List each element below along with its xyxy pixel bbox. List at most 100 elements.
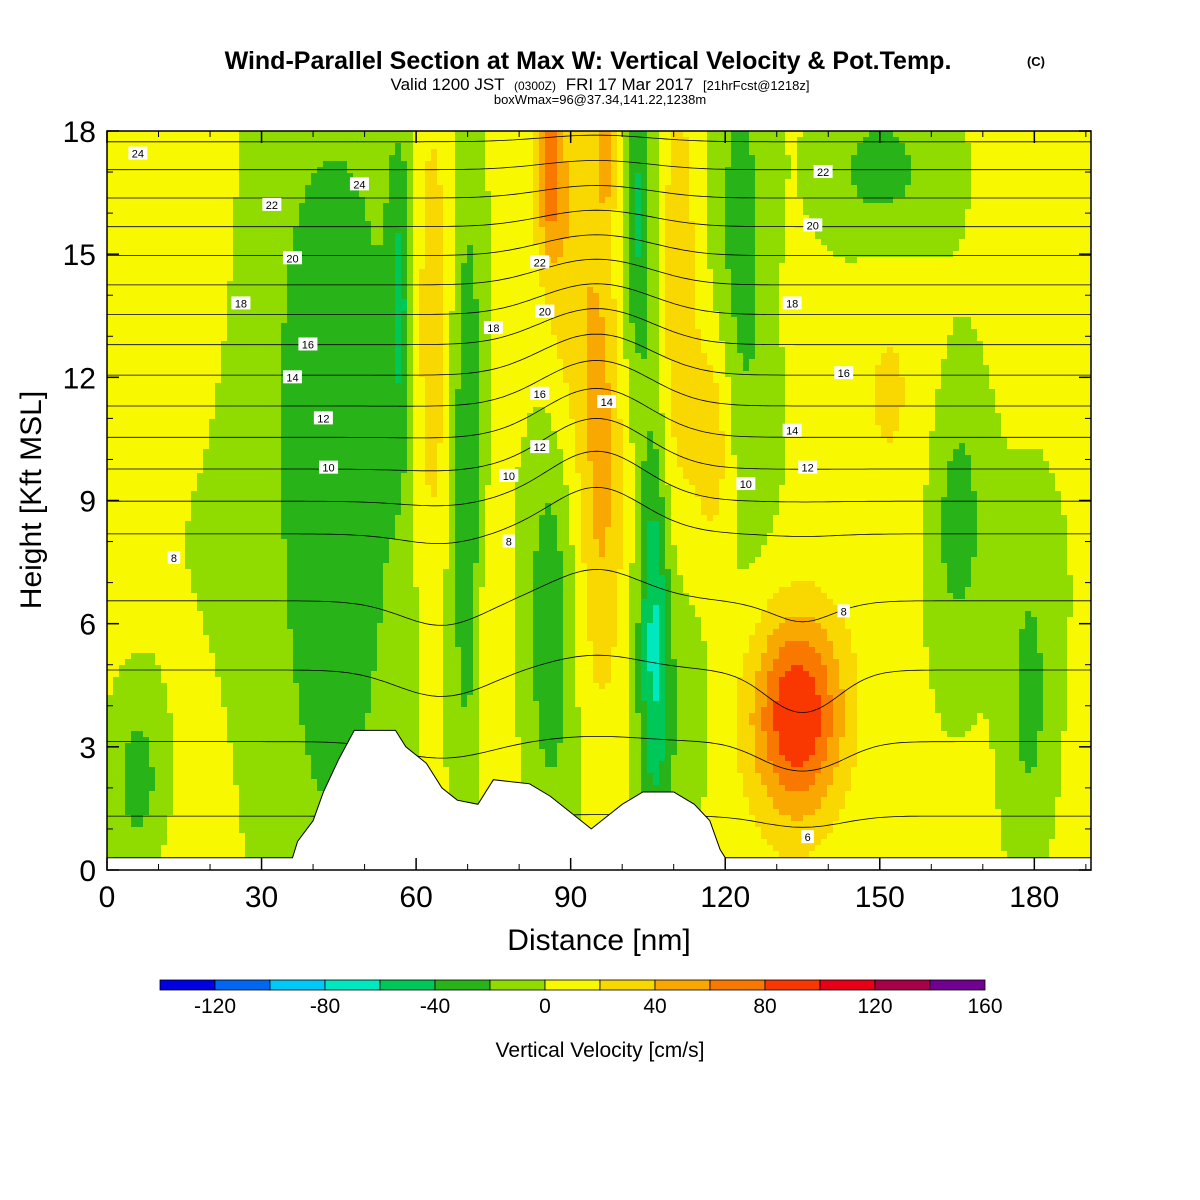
w-cell xyxy=(353,203,360,210)
w-cell xyxy=(353,191,360,198)
w-cell xyxy=(1025,293,1032,300)
w-cell xyxy=(563,155,570,162)
w-cell xyxy=(755,185,762,192)
w-cell xyxy=(1031,263,1038,270)
w-cell xyxy=(245,143,252,150)
w-cell xyxy=(113,257,120,264)
w-cell xyxy=(179,221,186,228)
w-cell xyxy=(1031,185,1038,192)
w-cell xyxy=(839,155,846,162)
w-cell xyxy=(119,209,126,216)
w-cell xyxy=(413,233,420,240)
w-cell xyxy=(629,137,636,144)
w-cell xyxy=(617,155,624,162)
w-cell xyxy=(365,233,372,240)
w-cell xyxy=(1031,287,1038,294)
w-cell xyxy=(1001,131,1008,138)
w-cell xyxy=(839,293,846,300)
w-cell xyxy=(335,137,342,144)
w-cell xyxy=(197,149,204,156)
w-cell xyxy=(419,305,426,312)
w-cell xyxy=(923,221,930,228)
w-cell xyxy=(137,131,144,138)
w-cell xyxy=(683,269,690,276)
w-cell xyxy=(509,185,516,192)
w-cell xyxy=(401,221,408,228)
w-cell xyxy=(443,275,450,282)
w-cell xyxy=(839,167,846,174)
w-cell xyxy=(329,299,336,306)
w-cell xyxy=(575,221,582,228)
w-cell xyxy=(833,137,840,144)
w-cell xyxy=(521,185,528,192)
w-cell xyxy=(155,197,162,204)
w-cell xyxy=(209,155,216,162)
w-cell xyxy=(419,281,426,288)
w-cell xyxy=(797,161,804,168)
w-cell xyxy=(533,275,540,282)
w-cell xyxy=(263,281,270,288)
w-cell xyxy=(881,179,888,186)
w-cell xyxy=(1049,239,1056,246)
w-cell xyxy=(749,269,756,276)
w-cell xyxy=(191,161,198,168)
w-cell xyxy=(683,173,690,180)
w-cell xyxy=(413,185,420,192)
w-cell xyxy=(563,137,570,144)
w-cell xyxy=(581,179,588,186)
w-cell xyxy=(1055,227,1062,234)
w-cell xyxy=(977,257,984,264)
w-cell xyxy=(1085,179,1091,186)
w-cell xyxy=(485,245,492,252)
w-cell xyxy=(797,209,804,216)
w-cell xyxy=(527,191,534,198)
w-cell xyxy=(413,281,420,288)
w-cell xyxy=(719,239,726,246)
w-cell xyxy=(803,197,810,204)
w-cell xyxy=(311,209,318,216)
w-cell xyxy=(191,143,198,150)
w-cell xyxy=(1025,155,1032,162)
w-cell xyxy=(437,203,444,210)
w-cell xyxy=(683,221,690,228)
w-cell xyxy=(887,179,894,186)
w-cell xyxy=(539,227,546,234)
w-cell xyxy=(1001,161,1008,168)
w-cell xyxy=(383,215,390,222)
w-cell xyxy=(1073,161,1080,168)
w-cell xyxy=(203,197,210,204)
w-cell xyxy=(767,209,774,216)
w-cell xyxy=(281,227,288,234)
w-cell xyxy=(119,131,126,138)
w-cell xyxy=(155,185,162,192)
w-cell xyxy=(389,293,396,300)
w-cell xyxy=(383,239,390,246)
w-cell xyxy=(683,281,690,288)
w-cell xyxy=(221,305,228,312)
w-cell xyxy=(947,281,954,288)
w-cell xyxy=(1085,191,1091,198)
w-cell xyxy=(479,227,486,234)
w-cell xyxy=(359,197,366,204)
w-cell xyxy=(347,167,354,174)
w-cell xyxy=(503,311,510,318)
w-cell xyxy=(911,173,918,180)
w-cell xyxy=(749,227,756,234)
w-cell xyxy=(401,131,408,138)
w-cell xyxy=(173,245,180,252)
w-cell xyxy=(167,293,174,300)
w-cell xyxy=(401,275,408,282)
w-cell xyxy=(887,293,894,300)
w-cell xyxy=(779,173,786,180)
w-cell xyxy=(941,293,948,300)
w-cell xyxy=(581,209,588,216)
w-cell xyxy=(341,281,348,288)
w-cell xyxy=(785,173,792,180)
w-cell xyxy=(875,131,882,138)
w-cell xyxy=(191,239,198,246)
w-cell xyxy=(917,155,924,162)
w-cell xyxy=(377,227,384,234)
w-cell xyxy=(299,161,306,168)
w-cell xyxy=(203,275,210,282)
w-cell xyxy=(551,161,558,168)
